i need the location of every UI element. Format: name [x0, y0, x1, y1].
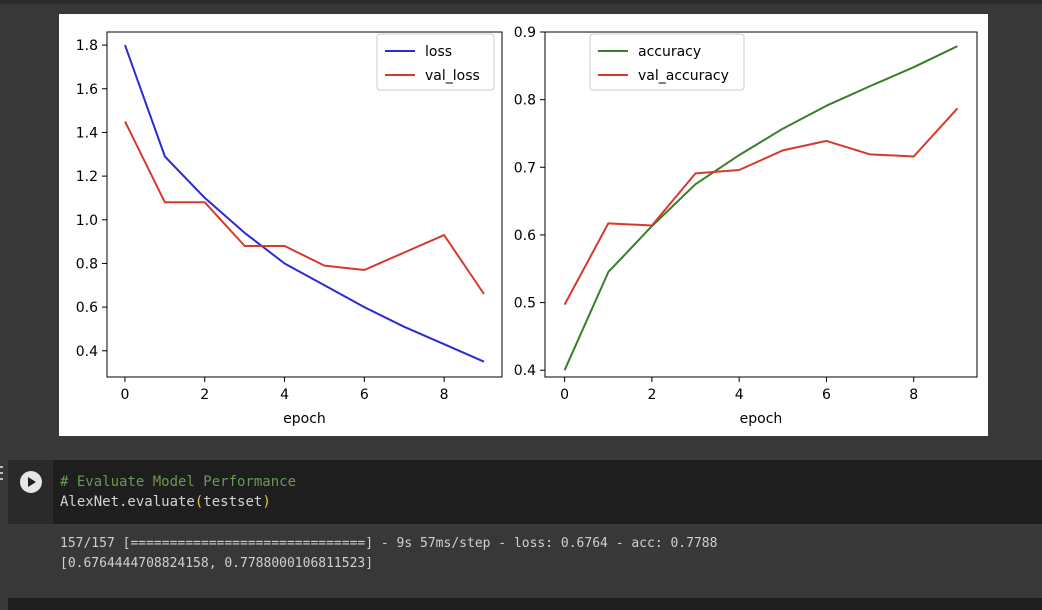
chart2-series-accuracy-line	[563, 45, 958, 371]
chart2-x-tick-label: 4	[735, 387, 744, 403]
chart1-legend-label: val_loss	[425, 68, 480, 84]
cell-output: 157/157 [==============================]…	[8, 524, 1042, 584]
run-gutter	[8, 460, 53, 524]
chart1-y-tick-label: 1.2	[76, 169, 98, 185]
code-paren-close: )	[262, 494, 271, 510]
chart1-series-loss-line	[124, 44, 485, 363]
chart2-y-tick-label: 0.5	[514, 296, 536, 312]
chart2-x-tick-label: 0	[560, 387, 569, 403]
chart1-y-tick-label: 0.8	[76, 256, 98, 272]
top-strip	[0, 0, 1042, 4]
chart1-y-tick-label: 0.6	[76, 300, 98, 316]
chart2-x-tick-label: 6	[822, 387, 831, 403]
code-comment: # Evaluate Model Performance	[60, 474, 297, 490]
chart2-x-tick-label: 8	[909, 387, 918, 403]
chart1-x-tick-label: 2	[200, 387, 209, 403]
chart2-series-val-accuracy-line	[563, 107, 959, 306]
chart2-y-tick-label: 0.8	[514, 93, 536, 109]
chart2-legend-box	[589, 33, 745, 91]
chart2-y-tick-label: 0.6	[514, 228, 536, 244]
next-code-cell[interactable]	[8, 598, 1042, 610]
chart1-x-tick-label: 4	[280, 387, 289, 403]
chart1-y-tick-label: 1.6	[76, 82, 98, 98]
code-argument: testset	[203, 494, 263, 510]
chart1-x-tick-label: 6	[360, 387, 369, 403]
chart2-y-tick-label: 0.4	[514, 363, 536, 379]
output-text: 157/157 [==============================]…	[60, 534, 717, 574]
cell-side-marker	[0, 466, 4, 496]
output-progress-line: 157/157 [==============================]…	[60, 536, 718, 551]
code-call: AlexNet.evaluate	[60, 494, 195, 510]
chart2-x-tick-label: 2	[647, 387, 656, 403]
chart1-y-tick-label: 1.8	[76, 38, 98, 54]
chart1-x-tick-label: 0	[120, 387, 129, 403]
chart1-y-tick-label: 0.4	[76, 344, 98, 360]
chart2-legend-label: accuracy	[638, 44, 701, 60]
chart1-x-axis-label: epoch	[283, 411, 326, 427]
chart1-x-tick-label: 8	[440, 387, 449, 403]
chart2-y-tick-label: 0.9	[514, 25, 536, 41]
chart1-series-val-loss-line	[124, 121, 485, 295]
chart2-legend-label: val_accuracy	[638, 68, 729, 84]
chart1-legend-label: loss	[425, 44, 452, 60]
chart1-y-tick-label: 1.0	[76, 213, 98, 229]
training-history-figure: 0 2 4 6 8 0.4 0.6 0.8 1.0 1.2 1.4 1.6 1.8 epoch loss va…	[59, 14, 988, 436]
chart2-x-axis-label: epoch	[740, 411, 783, 427]
play-circle-icon[interactable]	[20, 471, 42, 493]
training-history-plots: 0 2 4 6 8 0.4 0.6 0.8 1.0 1.2 1.4 1.6 1.8 epoch loss va…	[76, 25, 978, 427]
code-paren-open: (	[194, 494, 204, 510]
code-editor[interactable]: # Evaluate Model Performance AlexNet.eva…	[60, 472, 296, 512]
chart2-axes-frame	[544, 31, 978, 378]
chart1-axes-frame	[106, 31, 503, 378]
chart1-y-tick-label: 1.4	[76, 125, 98, 141]
chart2-y-tick-label: 0.7	[514, 160, 536, 176]
output-result-line: [0.6764444708824158, 0.7788000106811523]	[60, 556, 374, 571]
code-cell[interactable]: # Evaluate Model Performance AlexNet.eva…	[8, 460, 1042, 524]
